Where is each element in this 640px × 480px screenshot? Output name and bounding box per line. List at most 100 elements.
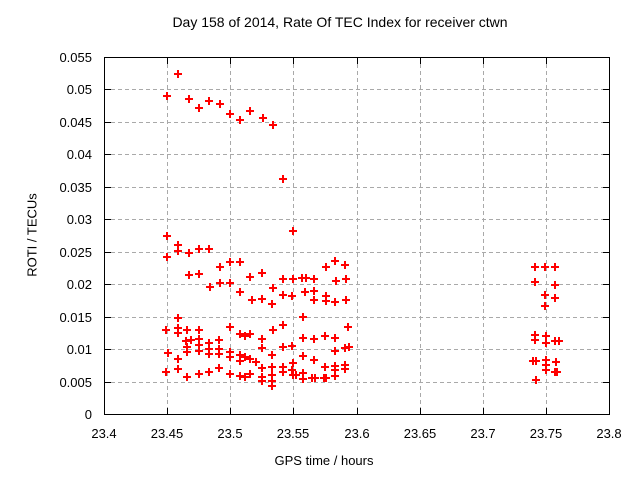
data-point-marker [259, 114, 267, 122]
x-tick-label: 23.65 [403, 426, 437, 441]
data-point-marker [555, 337, 563, 345]
data-point-marker [269, 284, 277, 292]
data-point-marker [246, 370, 254, 378]
data-point-marker [310, 275, 318, 283]
data-point-marker [331, 334, 339, 342]
data-point-marker [258, 344, 266, 352]
data-point-marker [331, 347, 339, 355]
x-tick-label: 23.55 [276, 426, 310, 441]
data-point-marker [174, 365, 182, 373]
data-point-marker [174, 329, 182, 337]
x-tick-label: 23.75 [529, 426, 563, 441]
data-point-marker [302, 274, 310, 282]
data-point-marker [195, 326, 203, 334]
data-point-marker [205, 350, 213, 358]
x-tick-label: 23.5 [217, 426, 243, 441]
data-point-marker [195, 104, 203, 112]
data-point-marker [289, 359, 297, 367]
data-point-marker [163, 232, 171, 240]
data-point-marker [195, 370, 203, 378]
data-point-marker [215, 336, 223, 344]
data-point-marker [246, 107, 254, 115]
data-point-marker [542, 339, 550, 347]
data-point-marker [321, 332, 329, 340]
data-point-marker [216, 263, 224, 271]
data-point-marker [299, 313, 307, 321]
y-tick-label: 0.005 [59, 375, 92, 390]
data-point-marker [299, 352, 307, 360]
y-tick-label: 0.01 [66, 342, 92, 357]
data-point-marker [183, 373, 191, 381]
data-point-marker [269, 326, 277, 334]
data-point-marker [258, 364, 266, 372]
data-point-marker [541, 263, 549, 271]
data-point-marker [246, 330, 254, 338]
data-point-marker [310, 287, 318, 295]
data-point-marker [279, 291, 287, 299]
data-point-marker [174, 247, 182, 255]
data-point-marker [246, 355, 254, 363]
x-tick-label: 23.7 [470, 426, 496, 441]
data-point-marker [216, 100, 224, 108]
y-tick-label: 0.02 [66, 277, 92, 292]
data-point-marker [344, 323, 352, 331]
data-point-marker [531, 263, 539, 271]
data-point-marker [162, 368, 170, 376]
data-point-marker [241, 332, 249, 340]
y-tick-label: 0.015 [59, 310, 92, 325]
data-point-marker [289, 275, 297, 283]
data-point-marker [268, 382, 276, 390]
data-point-marker [226, 353, 234, 361]
data-point-marker [258, 335, 266, 343]
data-point-marker [252, 358, 260, 366]
data-point-marker [205, 97, 213, 105]
data-point-marker [279, 368, 287, 376]
data-point-marker [288, 292, 296, 300]
y-tick-label: 0 [84, 407, 92, 422]
data-point-marker [299, 375, 307, 383]
x-tick-label: 23.45 [150, 426, 184, 441]
data-point-marker [174, 70, 182, 78]
data-point-marker [310, 335, 318, 343]
data-point-marker [322, 374, 330, 382]
data-point-marker [248, 296, 256, 304]
data-point-marker [541, 302, 549, 310]
data-point-marker [342, 275, 350, 283]
data-point-marker [236, 116, 244, 124]
plot-border [104, 57, 610, 415]
data-point-marker [531, 278, 539, 286]
data-point-marker [531, 336, 539, 344]
x-axis-label: GPS time / hours [274, 453, 374, 468]
data-point-marker [279, 343, 287, 351]
data-point-marker [174, 314, 182, 322]
data-point-marker [241, 353, 249, 361]
data-point-marker [341, 261, 349, 269]
data-point-marker [215, 364, 223, 372]
data-point-marker [226, 323, 234, 331]
data-point-marker [301, 288, 309, 296]
data-point-marker [331, 298, 339, 306]
data-point-marker [241, 373, 249, 381]
data-point-marker [236, 258, 244, 266]
data-point-marker [542, 366, 550, 374]
data-point-marker [163, 92, 171, 100]
data-point-marker [164, 349, 172, 357]
data-point-marker [299, 334, 307, 342]
data-point-marker [226, 279, 234, 287]
data-point-marker [342, 296, 350, 304]
data-point-marker [310, 356, 318, 364]
data-point-marker [226, 258, 234, 266]
data-point-marker [185, 249, 193, 257]
data-point-marker [542, 332, 550, 340]
data-point-marker [215, 350, 223, 358]
y-tick-label: 0.055 [59, 50, 92, 65]
data-point-marker [183, 348, 191, 356]
data-point-marker [331, 257, 339, 265]
data-point-marker [332, 277, 340, 285]
data-point-marker [288, 342, 296, 350]
data-point-marker [268, 300, 276, 308]
data-point-marker [226, 110, 234, 118]
data-point-marker [268, 351, 276, 359]
y-tick-label: 0.045 [59, 115, 92, 130]
